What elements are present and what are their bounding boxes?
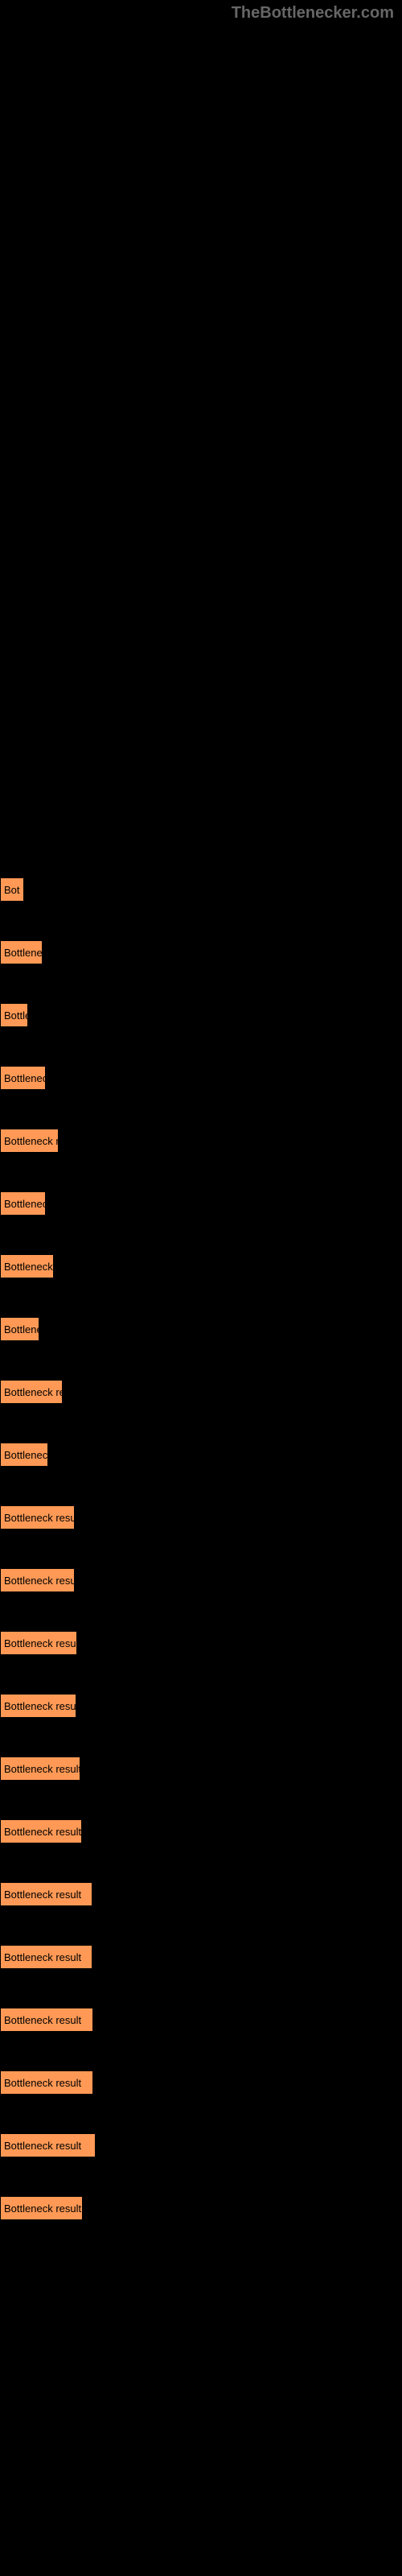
bar-label: Bottle <box>4 1009 28 1022</box>
chart-bar: Bottlened <box>0 940 43 964</box>
bar-label: Bot <box>4 884 20 896</box>
chart-bar: Bottleneck result <box>0 1757 80 1781</box>
chart-bar: Bottle <box>0 1003 28 1027</box>
bar-label: Bottleneck result <box>4 1637 77 1649</box>
chart-bar: Bottleneck result <box>0 2133 96 2157</box>
chart-bar: Bottleneck result <box>0 1945 92 1969</box>
bar-label: Bottleneck <box>4 1449 48 1461</box>
chart-bar: Bottleneck result <box>0 2008 93 2032</box>
chart-bar: Bottleneck result <box>0 1819 82 1843</box>
bar-label: Bottlene <box>4 1323 39 1335</box>
chart-bar: Bottleneck result <box>0 1505 75 1530</box>
bar-row: Bottleneck result <box>0 1882 402 1906</box>
bar-row: Bottleneck result <box>0 1631 402 1655</box>
bar-row: Bottle <box>0 1003 402 1027</box>
bar-row: Bottleneck result <box>0 1757 402 1781</box>
chart-bar: Bottleneck result <box>0 2070 93 2095</box>
bar-row: Bottleneck <box>0 1443 402 1467</box>
bar-row: Bottleneck result <box>0 1568 402 1592</box>
chart-bar: Bottleneck result <box>0 1694 76 1718</box>
bar-label: Bottlened <box>4 947 43 959</box>
chart-bar: Bot <box>0 877 24 902</box>
bar-row: Bottleneck result <box>0 2133 402 2157</box>
bar-label: Bottleneck result <box>4 2014 81 2026</box>
chart-bar: Bottleneck <box>0 1191 46 1216</box>
bar-row: Bottleneck result <box>0 1694 402 1718</box>
bar-row: Bottleneck <box>0 1066 402 1090</box>
bar-label: Bottleneck result <box>4 1889 81 1901</box>
chart-bar: Bottleneck result <box>0 1631 77 1655</box>
chart-bar: Bottleneck <box>0 1066 46 1090</box>
bar-label: Bottleneck result <box>4 2202 81 2215</box>
bar-row: Bottleneck result <box>0 2070 402 2095</box>
bar-label: Bottleneck result <box>4 1575 75 1587</box>
chart-bar: Bottlene <box>0 1317 39 1341</box>
bar-row: Bottleneck r <box>0 1254 402 1278</box>
chart-bar: Bottleneck <box>0 1443 48 1467</box>
bar-label: Bottleneck result <box>4 2077 81 2089</box>
bar-row: Bot <box>0 877 402 902</box>
chart-bar: Bottleneck result <box>0 2196 83 2220</box>
bar-row: Bottleneck result <box>0 2196 402 2220</box>
bar-row: Bottleneck result <box>0 1505 402 1530</box>
bar-row: Bottleneck result <box>0 2008 402 2032</box>
bar-row: Bottleneck re <box>0 1129 402 1153</box>
bar-label: Bottleneck <box>4 1198 46 1210</box>
chart-bar: Bottleneck res <box>0 1380 63 1404</box>
bar-label: Bottleneck res <box>4 1386 63 1398</box>
bar-label: Bottleneck <box>4 1072 46 1084</box>
bar-label: Bottleneck result <box>4 1512 75 1524</box>
bar-chart: Bot Bottlened Bottle Bottleneck Bottleneck r… <box>0 0 402 2291</box>
bar-label: Bottleneck result <box>4 1951 81 1963</box>
chart-bar: Bottleneck r <box>0 1254 54 1278</box>
watermark-text: TheBottlenecker.com <box>232 4 394 23</box>
chart-bar: Bottleneck re <box>0 1129 59 1153</box>
bar-row: Bottleneck result <box>0 1819 402 1843</box>
bar-row: Bottleneck res <box>0 1380 402 1404</box>
bar-row: Bottleneck <box>0 1191 402 1216</box>
bar-row: Bottlened <box>0 940 402 964</box>
bar-label: Bottleneck result <box>4 1826 81 1838</box>
bar-label: Bottleneck result <box>4 1763 80 1775</box>
chart-bar: Bottleneck result <box>0 1882 92 1906</box>
bar-row: Bottlene <box>0 1317 402 1341</box>
bar-row: Bottleneck result <box>0 1945 402 1969</box>
bar-label: Bottleneck result <box>4 1700 76 1712</box>
bar-label: Bottleneck result <box>4 2140 81 2152</box>
bar-label: Bottleneck r <box>4 1261 54 1273</box>
bar-label: Bottleneck re <box>4 1135 59 1147</box>
chart-bar: Bottleneck result <box>0 1568 75 1592</box>
